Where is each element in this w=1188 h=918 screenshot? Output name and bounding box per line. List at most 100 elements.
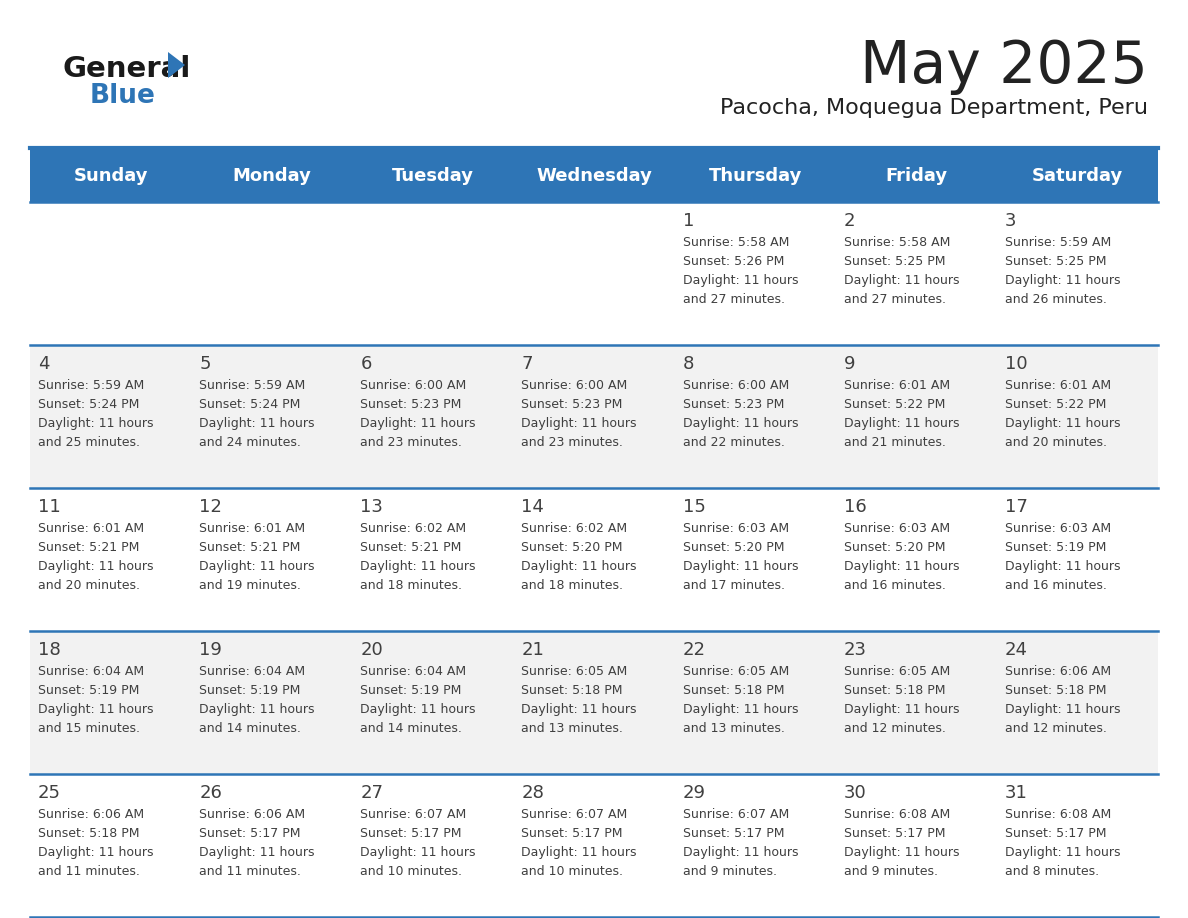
- Text: 4: 4: [38, 355, 50, 373]
- Text: Friday: Friday: [885, 167, 947, 185]
- Text: Tuesday: Tuesday: [392, 167, 474, 185]
- Text: 12: 12: [200, 498, 222, 516]
- Text: Sunrise: 6:06 AM: Sunrise: 6:06 AM: [200, 808, 305, 821]
- Text: Daylight: 11 hours: Daylight: 11 hours: [843, 703, 959, 716]
- Text: Sunset: 5:20 PM: Sunset: 5:20 PM: [522, 541, 623, 554]
- Text: Sunset: 5:23 PM: Sunset: 5:23 PM: [360, 398, 462, 411]
- Text: Daylight: 11 hours: Daylight: 11 hours: [843, 846, 959, 859]
- Text: Daylight: 11 hours: Daylight: 11 hours: [360, 703, 475, 716]
- Text: Monday: Monday: [233, 167, 311, 185]
- Text: Sunset: 5:19 PM: Sunset: 5:19 PM: [200, 684, 301, 697]
- Text: Sunset: 5:18 PM: Sunset: 5:18 PM: [522, 684, 623, 697]
- Text: and 18 minutes.: and 18 minutes.: [360, 579, 462, 592]
- Text: 26: 26: [200, 784, 222, 802]
- Text: Sunrise: 6:01 AM: Sunrise: 6:01 AM: [1005, 379, 1111, 392]
- Text: Daylight: 11 hours: Daylight: 11 hours: [1005, 274, 1120, 287]
- Text: Sunset: 5:20 PM: Sunset: 5:20 PM: [683, 541, 784, 554]
- Text: 5: 5: [200, 355, 210, 373]
- Text: Sunset: 5:22 PM: Sunset: 5:22 PM: [843, 398, 946, 411]
- Text: 18: 18: [38, 641, 61, 659]
- Text: Daylight: 11 hours: Daylight: 11 hours: [38, 417, 153, 430]
- Text: 22: 22: [683, 641, 706, 659]
- Text: 29: 29: [683, 784, 706, 802]
- Text: Daylight: 11 hours: Daylight: 11 hours: [38, 560, 153, 573]
- Text: Sunset: 5:18 PM: Sunset: 5:18 PM: [843, 684, 946, 697]
- Text: Sunrise: 6:00 AM: Sunrise: 6:00 AM: [683, 379, 789, 392]
- Text: Sunset: 5:22 PM: Sunset: 5:22 PM: [1005, 398, 1106, 411]
- Text: Sunrise: 6:02 AM: Sunrise: 6:02 AM: [522, 522, 627, 535]
- Text: Daylight: 11 hours: Daylight: 11 hours: [683, 703, 798, 716]
- Text: Sunrise: 5:59 AM: Sunrise: 5:59 AM: [38, 379, 144, 392]
- Text: Daylight: 11 hours: Daylight: 11 hours: [38, 846, 153, 859]
- Text: Sunset: 5:18 PM: Sunset: 5:18 PM: [1005, 684, 1106, 697]
- Text: Sunset: 5:25 PM: Sunset: 5:25 PM: [1005, 255, 1106, 268]
- Text: Daylight: 11 hours: Daylight: 11 hours: [683, 274, 798, 287]
- Text: Daylight: 11 hours: Daylight: 11 hours: [683, 846, 798, 859]
- Bar: [30, 488, 1158, 631]
- Text: 31: 31: [1005, 784, 1028, 802]
- Text: Sunrise: 6:03 AM: Sunrise: 6:03 AM: [843, 522, 950, 535]
- Text: and 15 minutes.: and 15 minutes.: [38, 722, 140, 735]
- Bar: [30, 150, 1158, 202]
- Text: Daylight: 11 hours: Daylight: 11 hours: [522, 703, 637, 716]
- Text: and 17 minutes.: and 17 minutes.: [683, 579, 784, 592]
- Text: Sunset: 5:21 PM: Sunset: 5:21 PM: [38, 541, 139, 554]
- Text: 14: 14: [522, 498, 544, 516]
- Text: and 27 minutes.: and 27 minutes.: [683, 293, 784, 306]
- Text: 10: 10: [1005, 355, 1028, 373]
- Text: and 11 minutes.: and 11 minutes.: [38, 865, 140, 878]
- Polygon shape: [168, 52, 185, 78]
- Text: and 10 minutes.: and 10 minutes.: [360, 865, 462, 878]
- Text: Daylight: 11 hours: Daylight: 11 hours: [683, 417, 798, 430]
- Text: Sunrise: 6:04 AM: Sunrise: 6:04 AM: [360, 665, 467, 678]
- Text: Sunrise: 6:00 AM: Sunrise: 6:00 AM: [522, 379, 627, 392]
- Text: 28: 28: [522, 784, 544, 802]
- Text: Blue: Blue: [90, 83, 156, 109]
- Text: Sunrise: 6:08 AM: Sunrise: 6:08 AM: [843, 808, 950, 821]
- Text: 20: 20: [360, 641, 383, 659]
- Text: 2: 2: [843, 212, 855, 230]
- Text: Daylight: 11 hours: Daylight: 11 hours: [522, 417, 637, 430]
- Text: Daylight: 11 hours: Daylight: 11 hours: [522, 560, 637, 573]
- Text: and 23 minutes.: and 23 minutes.: [522, 436, 624, 449]
- Text: Sunrise: 6:07 AM: Sunrise: 6:07 AM: [522, 808, 627, 821]
- Text: Sunset: 5:21 PM: Sunset: 5:21 PM: [200, 541, 301, 554]
- Text: 19: 19: [200, 641, 222, 659]
- Text: Sunset: 5:23 PM: Sunset: 5:23 PM: [522, 398, 623, 411]
- Text: and 22 minutes.: and 22 minutes.: [683, 436, 784, 449]
- Text: Sunset: 5:18 PM: Sunset: 5:18 PM: [683, 684, 784, 697]
- Text: and 27 minutes.: and 27 minutes.: [843, 293, 946, 306]
- Text: 24: 24: [1005, 641, 1028, 659]
- Text: Daylight: 11 hours: Daylight: 11 hours: [843, 560, 959, 573]
- Text: 8: 8: [683, 355, 694, 373]
- Text: Sunset: 5:23 PM: Sunset: 5:23 PM: [683, 398, 784, 411]
- Text: Daylight: 11 hours: Daylight: 11 hours: [38, 703, 153, 716]
- Text: 16: 16: [843, 498, 866, 516]
- Text: Sunrise: 6:08 AM: Sunrise: 6:08 AM: [1005, 808, 1111, 821]
- Text: Sunset: 5:17 PM: Sunset: 5:17 PM: [200, 827, 301, 840]
- Text: Thursday: Thursday: [708, 167, 802, 185]
- Text: and 13 minutes.: and 13 minutes.: [683, 722, 784, 735]
- Text: Sunrise: 5:58 AM: Sunrise: 5:58 AM: [843, 236, 950, 249]
- Bar: [30, 345, 1158, 488]
- Text: and 16 minutes.: and 16 minutes.: [1005, 579, 1107, 592]
- Text: Sunrise: 6:04 AM: Sunrise: 6:04 AM: [200, 665, 305, 678]
- Text: Sunset: 5:20 PM: Sunset: 5:20 PM: [843, 541, 946, 554]
- Text: and 20 minutes.: and 20 minutes.: [38, 579, 140, 592]
- Text: Sunset: 5:18 PM: Sunset: 5:18 PM: [38, 827, 139, 840]
- Text: Sunset: 5:21 PM: Sunset: 5:21 PM: [360, 541, 462, 554]
- Bar: [30, 202, 1158, 345]
- Text: Daylight: 11 hours: Daylight: 11 hours: [1005, 560, 1120, 573]
- Text: Sunset: 5:17 PM: Sunset: 5:17 PM: [522, 827, 623, 840]
- Text: Sunset: 5:19 PM: Sunset: 5:19 PM: [360, 684, 462, 697]
- Text: Sunrise: 5:59 AM: Sunrise: 5:59 AM: [200, 379, 305, 392]
- Text: Sunset: 5:26 PM: Sunset: 5:26 PM: [683, 255, 784, 268]
- Text: General: General: [62, 55, 190, 83]
- Text: Daylight: 11 hours: Daylight: 11 hours: [683, 560, 798, 573]
- Text: 21: 21: [522, 641, 544, 659]
- Text: May 2025: May 2025: [860, 38, 1148, 95]
- Text: 13: 13: [360, 498, 384, 516]
- Text: 7: 7: [522, 355, 533, 373]
- Text: Wednesday: Wednesday: [536, 167, 652, 185]
- Text: 3: 3: [1005, 212, 1017, 230]
